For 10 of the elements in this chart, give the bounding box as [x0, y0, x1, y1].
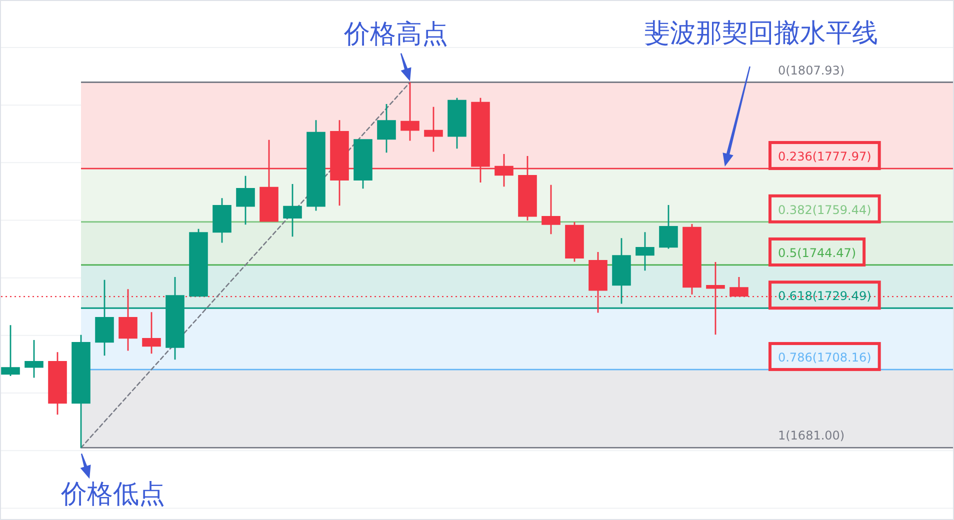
- ref-line-label: 0.236(1777.97): [778, 150, 872, 164]
- annotation: 价格低点: [60, 480, 165, 510]
- ref-line-label: 0.786(1708.16): [778, 350, 872, 365]
- ref-line-label: 0.5(1744.47): [778, 246, 856, 260]
- annotation: 价格高点: [342, 19, 448, 50]
- ref-line-label: 0.382(1759.44): [778, 202, 872, 217]
- ref-line-label: 0.618(1729.49): [778, 289, 872, 304]
- annotation: 斐波那契回撤水平线: [644, 18, 878, 49]
- ref-line-label: 0(1807.93): [778, 63, 845, 78]
- ref-line-label: 1(1681.00): [778, 428, 845, 443]
